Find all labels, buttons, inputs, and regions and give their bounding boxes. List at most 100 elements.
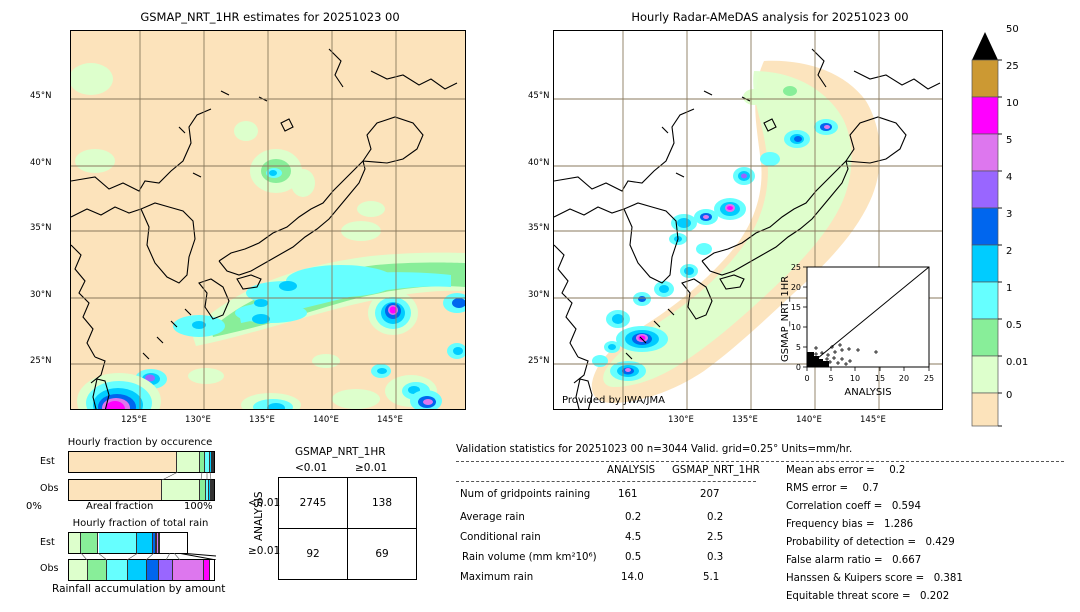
amount-row-label-est: Est bbox=[40, 537, 55, 548]
occurrence-est-segment-0 bbox=[69, 452, 178, 472]
left-panel-title: GSMAP_NRT_1HR estimates for 20251023 00 bbox=[140, 10, 400, 24]
score-label-6: Hanssen & Kuipers score = bbox=[786, 573, 925, 584]
amount-bar-obs[interactable] bbox=[68, 559, 215, 581]
right-lat-tick-30n: 30°N bbox=[528, 290, 550, 300]
contingency-col-group-title: GSMAP_NRT_1HR bbox=[295, 446, 386, 458]
contingency-row-header-ge: ≥0.01 bbox=[248, 545, 281, 557]
occurrence-axis-right: 100% bbox=[184, 501, 213, 512]
occurrence-obs-segment-3 bbox=[205, 480, 209, 500]
score-row-6: Hanssen & Kuipers score = 0.381 bbox=[786, 573, 963, 584]
validation-row-label-4: Maximum rain bbox=[460, 572, 534, 583]
validation-row-label-2: Conditional rain bbox=[460, 532, 541, 543]
validation-row-model-4: 5.1 bbox=[703, 572, 720, 583]
colorbar-label-4: 4 bbox=[1006, 172, 1013, 183]
amount-est-segment-2 bbox=[98, 533, 138, 553]
amount-obs-segment-3 bbox=[128, 560, 147, 580]
amount-obs-segment-4 bbox=[146, 560, 159, 580]
amount-est-segment-7 bbox=[158, 533, 160, 553]
colorbar-label-3: 3 bbox=[1006, 209, 1013, 220]
score-row-2: Correlation coeff = 0.594 bbox=[786, 501, 921, 512]
svg-text:20: 20 bbox=[791, 283, 801, 292]
svg-text:10: 10 bbox=[791, 323, 801, 332]
amount-est-segment-0 bbox=[69, 533, 82, 553]
score-value-2: 0.594 bbox=[891, 501, 921, 512]
validation-header: Validation statistics for 20251023 00 n=… bbox=[456, 444, 853, 455]
amount-bar-est[interactable] bbox=[68, 532, 188, 554]
score-label-1: RMS error = bbox=[786, 483, 849, 494]
occurrence-bar-obs[interactable] bbox=[68, 479, 215, 501]
amount-est-segment-5 bbox=[155, 533, 158, 553]
occurrence-connector-lines bbox=[161, 472, 212, 480]
score-row-1: RMS error = 0.7 bbox=[786, 483, 879, 494]
amount-obs-segment-6 bbox=[172, 560, 204, 580]
amount-obs-segment-2 bbox=[107, 560, 129, 580]
score-value-1: 0.7 bbox=[862, 483, 879, 494]
score-label-7: Equitable threat score = bbox=[786, 591, 911, 602]
left-lon-tick-135e: 135°E bbox=[249, 415, 275, 425]
table-row: 2745 138 bbox=[278, 477, 417, 529]
score-label-5: False alarm ratio = bbox=[786, 555, 883, 566]
colorbar-label-50: 50 bbox=[1006, 24, 1019, 35]
left-lat-tick-35n: 35°N bbox=[30, 223, 52, 233]
svg-text:10: 10 bbox=[850, 374, 860, 383]
svg-text:25: 25 bbox=[791, 263, 801, 272]
left-lat-tick-30n: 30°N bbox=[30, 290, 52, 300]
table-row: 92 69 bbox=[278, 528, 417, 580]
contingency-table[interactable]: 2745 138 92 69 bbox=[278, 477, 417, 580]
right-lat-tick-25n: 25°N bbox=[528, 356, 550, 366]
occurrence-est-segment-3 bbox=[205, 452, 210, 472]
amount-obs-segment-7 bbox=[203, 560, 210, 580]
right-panel-title: Hourly Radar-AMeDAS analysis for 2025102… bbox=[631, 10, 909, 24]
contingency-col-header-ge: ≥0.01 bbox=[355, 462, 388, 474]
right-lon-tick-135e: 135°E bbox=[732, 415, 758, 425]
colorbar-label-25: 25 bbox=[1006, 61, 1019, 72]
score-row-3: Frequency bias = 1.286 bbox=[786, 519, 913, 530]
left-lon-tick-145e: 145°E bbox=[377, 415, 403, 425]
left-lat-tick-45n: 45°N bbox=[30, 91, 52, 101]
scatter-xlabel: ANALYSIS bbox=[844, 387, 891, 398]
occurrence-obs-segment-1 bbox=[161, 480, 201, 500]
gsmap-estimate-map[interactable] bbox=[70, 30, 466, 410]
colorbar-label-2: 2 bbox=[1006, 246, 1013, 257]
contingency-cell-hit-miss-00: 2745 bbox=[278, 477, 348, 529]
validation-col-rule bbox=[456, 481, 756, 482]
svg-text:0: 0 bbox=[804, 374, 809, 383]
radar-amedas-map[interactable] bbox=[553, 30, 943, 410]
contingency-row-group-label: ANALYSIS bbox=[253, 491, 265, 541]
occurrence-axis-center: Areal fraction bbox=[86, 501, 154, 512]
validation-row-model-3: 0.3 bbox=[707, 552, 724, 563]
amount-est-segment-4 bbox=[153, 533, 156, 553]
amount-obs-segment-5 bbox=[158, 560, 173, 580]
amount-row-label-obs: Obs bbox=[40, 563, 59, 574]
score-label-4: Probability of detection = bbox=[786, 537, 917, 548]
validation-row-label-0: Num of gridpoints raining bbox=[460, 489, 591, 500]
occurrence-obs-segment-5 bbox=[210, 480, 213, 500]
validation-row-model-1: 0.2 bbox=[707, 512, 724, 523]
occurrence-obs-segment-0 bbox=[69, 480, 162, 500]
amount-est-segment-3 bbox=[137, 533, 154, 553]
colorbar-label-0: 0 bbox=[1006, 390, 1013, 401]
occurrence-est-segment-1 bbox=[177, 452, 201, 472]
occurrence-bar-est[interactable] bbox=[68, 451, 215, 473]
colorbar-label-1: 1 bbox=[1006, 283, 1013, 294]
score-label-3: Frequency bias = bbox=[786, 519, 875, 530]
amount-connector-lines bbox=[80, 553, 217, 560]
amount-obs-segment-0 bbox=[69, 560, 88, 580]
right-lat-tick-35n: 35°N bbox=[528, 223, 550, 233]
occurrence-axis-left: 0% bbox=[26, 501, 42, 512]
score-value-5: 0.667 bbox=[892, 555, 922, 566]
left-lon-tick-140e: 140°E bbox=[313, 415, 339, 425]
right-lon-tick-130e: 130°E bbox=[668, 415, 694, 425]
colorbar[interactable] bbox=[968, 30, 1002, 427]
validation-col-header-analysis: ANALYSIS bbox=[607, 465, 656, 476]
score-row-5: False alarm ratio = 0.667 bbox=[786, 555, 921, 566]
occurrence-obs-segment-4 bbox=[208, 480, 211, 500]
amount-chart-caption: Rainfall accumulation by amount bbox=[52, 583, 226, 595]
radar-map-canvas bbox=[554, 31, 942, 409]
scatter-inset[interactable]: 0 5 10 15 20 25 0 5 10 15 20 25 bbox=[770, 262, 940, 410]
left-lat-tick-25n: 25°N bbox=[30, 356, 52, 366]
validation-row-analysis-4: 14.0 bbox=[621, 572, 644, 583]
validation-col-header-model: GSMAP_NRT_1HR bbox=[672, 465, 760, 476]
right-lon-tick-145e: 145°E bbox=[860, 415, 886, 425]
validation-row-analysis-3: 0.5 bbox=[625, 552, 642, 563]
